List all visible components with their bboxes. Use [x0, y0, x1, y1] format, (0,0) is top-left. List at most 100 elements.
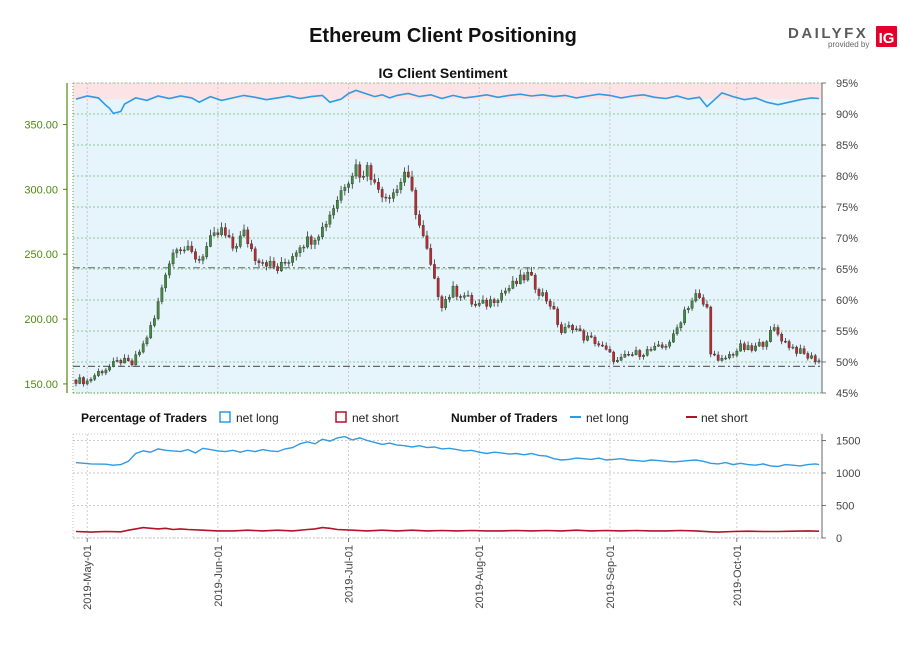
candle-body: [332, 208, 335, 216]
candle-body: [321, 226, 324, 238]
price-candle: [82, 376, 85, 387]
candle-body: [657, 344, 660, 347]
price-candle: [522, 272, 526, 284]
candle-body: [470, 295, 474, 305]
candle-body: [358, 164, 362, 178]
date-tick-label: 2019-Jul-01: [344, 545, 356, 603]
candle-body: [750, 345, 754, 351]
price-candle: [418, 210, 421, 229]
candle-body: [649, 349, 653, 351]
percentage-tick-label: 95%: [836, 78, 858, 90]
candle-body: [149, 325, 153, 339]
percentage-tick-label: 80%: [836, 171, 858, 183]
candle-body: [276, 266, 279, 272]
price-candle: [496, 298, 500, 307]
price-candle: [545, 289, 548, 305]
price-candle: [567, 321, 571, 329]
candle-body: [294, 252, 298, 257]
price-candle: [149, 321, 153, 340]
price-candle: [489, 295, 492, 309]
legend-net-long-box: [219, 411, 231, 423]
price-candle: [765, 339, 769, 350]
price-candle: [675, 324, 679, 336]
candle-body: [776, 327, 780, 335]
candle-body: [593, 336, 597, 344]
price-candle: [403, 167, 406, 186]
price-candle: [746, 341, 750, 351]
price-candle: [616, 357, 619, 363]
price-candle: [190, 241, 194, 254]
candle-body: [716, 354, 720, 361]
candle-body: [477, 302, 481, 306]
candle-body: [709, 306, 713, 355]
date-tick-label: 2019-Jun-01: [213, 545, 225, 607]
candle-body: [604, 345, 608, 350]
price-candle: [171, 249, 175, 267]
price-candle: [724, 355, 728, 361]
price-candle: [100, 369, 104, 376]
price-candle: [713, 350, 716, 357]
price-candle: [619, 353, 623, 362]
candle-body: [82, 377, 85, 385]
candle-body: [735, 350, 739, 356]
candle-body: [261, 262, 265, 264]
price-tick-label: 300.00: [24, 184, 58, 196]
candle-body: [421, 225, 425, 237]
price-candle: [410, 170, 414, 193]
candle-body: [589, 335, 593, 338]
price-candle: [720, 354, 724, 362]
price-candle: [332, 204, 335, 219]
candle-body: [126, 357, 130, 361]
price-candle: [601, 341, 604, 348]
price-candle: [365, 162, 369, 182]
price-candle: [716, 351, 720, 362]
candle-body: [806, 353, 810, 359]
price-candle: [589, 332, 593, 339]
legend-number-short: net short: [701, 411, 748, 425]
price-candle: [321, 222, 324, 240]
candle-body: [410, 176, 414, 191]
candle-body: [354, 164, 358, 177]
candle-body: [324, 223, 328, 228]
candle-body: [668, 341, 672, 347]
candle-body: [608, 349, 612, 353]
price-candle: [194, 248, 197, 263]
candle-body: [571, 325, 574, 331]
price-candle: [474, 300, 477, 308]
price-candle: [246, 226, 250, 248]
candle-body: [238, 235, 242, 247]
price-candle: [563, 323, 567, 334]
legend-percentage-short: net short: [352, 411, 399, 425]
price-candle: [686, 306, 690, 314]
candle-body: [317, 236, 321, 241]
price-candle: [201, 254, 205, 265]
price-candle: [515, 277, 518, 287]
candle-body: [175, 249, 179, 254]
candle-body: [645, 349, 649, 356]
price-candle: [556, 306, 560, 328]
candle-body: [492, 299, 496, 303]
price-candle: [679, 321, 683, 332]
candle-body: [526, 271, 530, 281]
price-candle: [373, 173, 377, 185]
candle-body: [418, 214, 421, 226]
candle-body: [433, 264, 436, 279]
count-axis-labels: 0 500 1000 1500: [822, 436, 860, 545]
price-candle: [709, 305, 713, 358]
candle-body: [459, 296, 462, 298]
price-candle: [586, 332, 589, 342]
candle-body: [698, 293, 701, 298]
candle-body: [235, 246, 238, 249]
price-candle: [440, 294, 444, 312]
chart-title: Ethereum Client Positioning: [309, 25, 577, 47]
candle-body: [813, 355, 817, 363]
price-candle: [93, 373, 97, 382]
price-candle: [735, 348, 739, 358]
candle-body: [757, 342, 761, 347]
candle-body: [111, 361, 115, 367]
price-candle: [444, 295, 447, 311]
price-candle: [623, 350, 627, 358]
price-candle: [425, 230, 429, 251]
price-candle: [608, 345, 612, 353]
candle-body: [227, 235, 231, 238]
